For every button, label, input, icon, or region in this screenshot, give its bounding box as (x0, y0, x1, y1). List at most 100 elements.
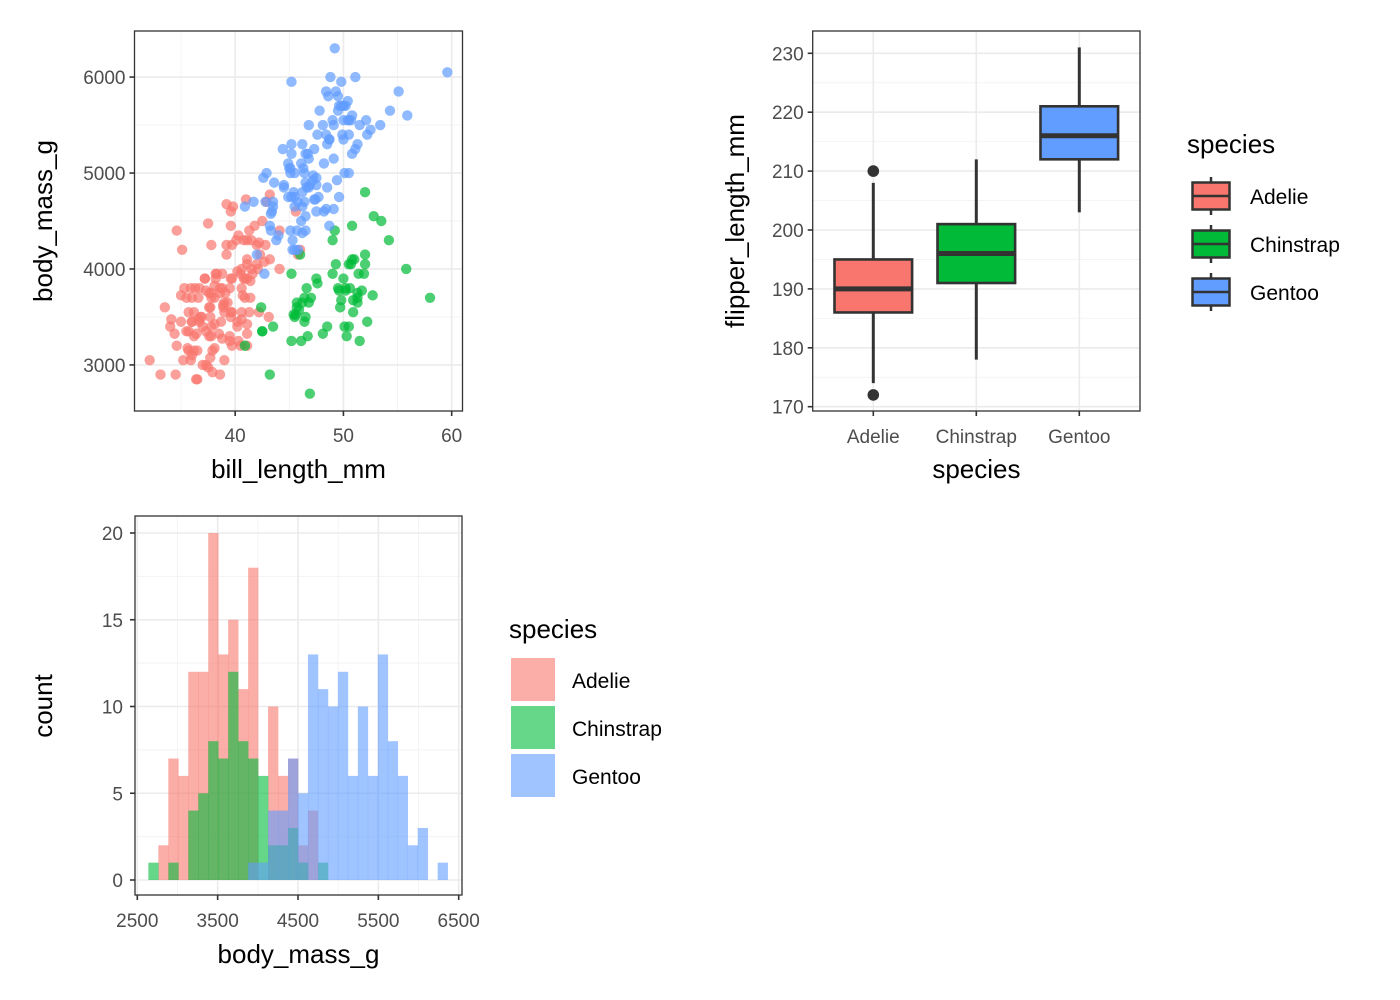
scatter-point-gentoo (271, 234, 282, 246)
scatter-point-chinstrap (290, 309, 301, 320)
scatter-point-chinstrap (327, 268, 338, 279)
histogram-bar (347, 775, 359, 880)
scatter-point-gentoo (303, 182, 314, 193)
scatter-point-gentoo (333, 191, 345, 203)
histogram-bar (437, 862, 448, 880)
histogram-bar (357, 706, 369, 880)
scatter-point-adelie (183, 306, 194, 318)
box-chinstrap (936, 159, 1017, 360)
scatter-point-chinstrap (401, 263, 412, 275)
scatter-point-gentoo (331, 175, 343, 186)
scatter-point-chinstrap (368, 211, 379, 222)
histogram-bar (417, 827, 428, 880)
scatter-point-adelie (191, 374, 202, 385)
scatter-point-chinstrap (291, 297, 303, 308)
scatter-y-axis: 3000 4000 5000 6000 (83, 68, 135, 377)
scatter-panel-border (133, 30, 464, 412)
scatter-point-adelie (186, 292, 198, 303)
scatter-point-adelie (182, 342, 193, 354)
scatter-point-adelie (209, 342, 220, 354)
outlier-point (867, 165, 880, 177)
scatter-point-gentoo (317, 119, 329, 131)
scatter-point-gentoo (402, 110, 413, 121)
scatter-x-axis: 40 50 60 (225, 411, 462, 447)
histogram-legend: species Adelie Chinstrap Gentoo (509, 614, 662, 797)
scatter-point-chinstrap (301, 282, 312, 294)
box-iqr (1039, 105, 1120, 161)
scatter-point-adelie (221, 249, 232, 260)
y-tick-label: 4000 (83, 260, 125, 281)
scatter-point-adelie (246, 234, 257, 246)
scatter-point-adelie (165, 321, 176, 332)
scatter-point-gentoo (251, 249, 263, 260)
scatter-point-gentoo (325, 71, 336, 83)
scatter-point-adelie (206, 239, 217, 251)
histogram-bar (208, 741, 219, 880)
legend-label: Chinstrap (572, 718, 662, 741)
scatter-point-gentoo (287, 234, 298, 246)
histogram-bar (248, 758, 259, 880)
x-tick-label: 50 (333, 426, 354, 447)
histogram-bar (208, 533, 219, 880)
scatter-point-chinstrap (359, 249, 371, 260)
scatter-point-gentoo (278, 179, 290, 191)
histogram: 2500 3500 4500 5500 6500 0 5 10 15 20 body_mass_… (28, 515, 662, 969)
histogram-bar (188, 671, 199, 880)
scatter-point-gentoo (329, 43, 340, 54)
histogram-bar (248, 567, 259, 880)
scatter-point-adelie (232, 266, 243, 277)
legend-label: Adelie (1250, 186, 1308, 209)
scatter-y-axis-title: body_mass_g (28, 140, 58, 302)
scatter-point-chinstrap (383, 234, 395, 246)
box-gentoo (1039, 47, 1120, 213)
histogram-series-gentoo (248, 654, 448, 880)
scatter-point-gentoo (286, 139, 297, 150)
histogram-bar (158, 845, 169, 880)
legend-key-swatch (511, 754, 555, 797)
scatter-point-adelie (175, 316, 187, 327)
scatter-point-chinstrap (336, 294, 347, 306)
scatter-point-gentoo (337, 129, 348, 140)
histogram-bar (178, 775, 189, 880)
scatter-point-adelie (206, 287, 217, 299)
y-tick-label: 0 (112, 871, 123, 892)
scatter-point-chinstrap (327, 234, 338, 246)
scatter-point-chinstrap (264, 369, 276, 380)
histogram-bar (407, 845, 418, 880)
scatter-point-gentoo (299, 167, 310, 179)
scatter-point-gentoo (350, 143, 361, 155)
scatter-point-gentoo (362, 129, 373, 140)
histogram-legend-title: species (509, 614, 597, 644)
histogram-bar (268, 810, 279, 880)
scatter-point-chinstrap (341, 330, 352, 342)
scatter-point-adelie (186, 316, 198, 327)
scatter-point-chinstrap (367, 290, 378, 301)
scatter-point-gentoo (286, 148, 297, 160)
histogram-bar (367, 775, 379, 880)
histogram-bar (337, 671, 349, 880)
scatter-point-gentoo (332, 105, 344, 116)
scatter-point-adelie (175, 290, 187, 301)
legend-item-gentoo: Gentoo (511, 754, 641, 797)
scatter-point-adelie (257, 215, 268, 227)
scatter-point-gentoo (258, 172, 269, 184)
y-tick-label: 200 (772, 221, 804, 242)
y-tick-label: 190 (772, 280, 804, 301)
scatter-point-chinstrap (286, 268, 297, 279)
scatter-point-adelie (171, 225, 182, 236)
scatter-point-gentoo (260, 196, 271, 208)
legend-item-adelie: Adelie (511, 658, 630, 701)
y-tick-label: 230 (772, 44, 804, 65)
boxplot-y-axis: 170 180 190 200 210 220 230 (772, 44, 813, 419)
scatter-points (144, 43, 453, 399)
scatter-point-gentoo (264, 220, 276, 231)
scatter-point-chinstrap (354, 335, 365, 347)
scatter-point-chinstrap (255, 302, 267, 313)
boxplot-x-axis-title: species (932, 454, 1020, 484)
legend-key-swatch (511, 658, 555, 701)
histogram-x-axis-title: body_mass_g (218, 939, 380, 969)
box-iqr (833, 258, 914, 314)
histogram-bar (238, 741, 249, 880)
histogram-bar (268, 706, 279, 880)
scatter-point-chinstrap (317, 328, 329, 339)
